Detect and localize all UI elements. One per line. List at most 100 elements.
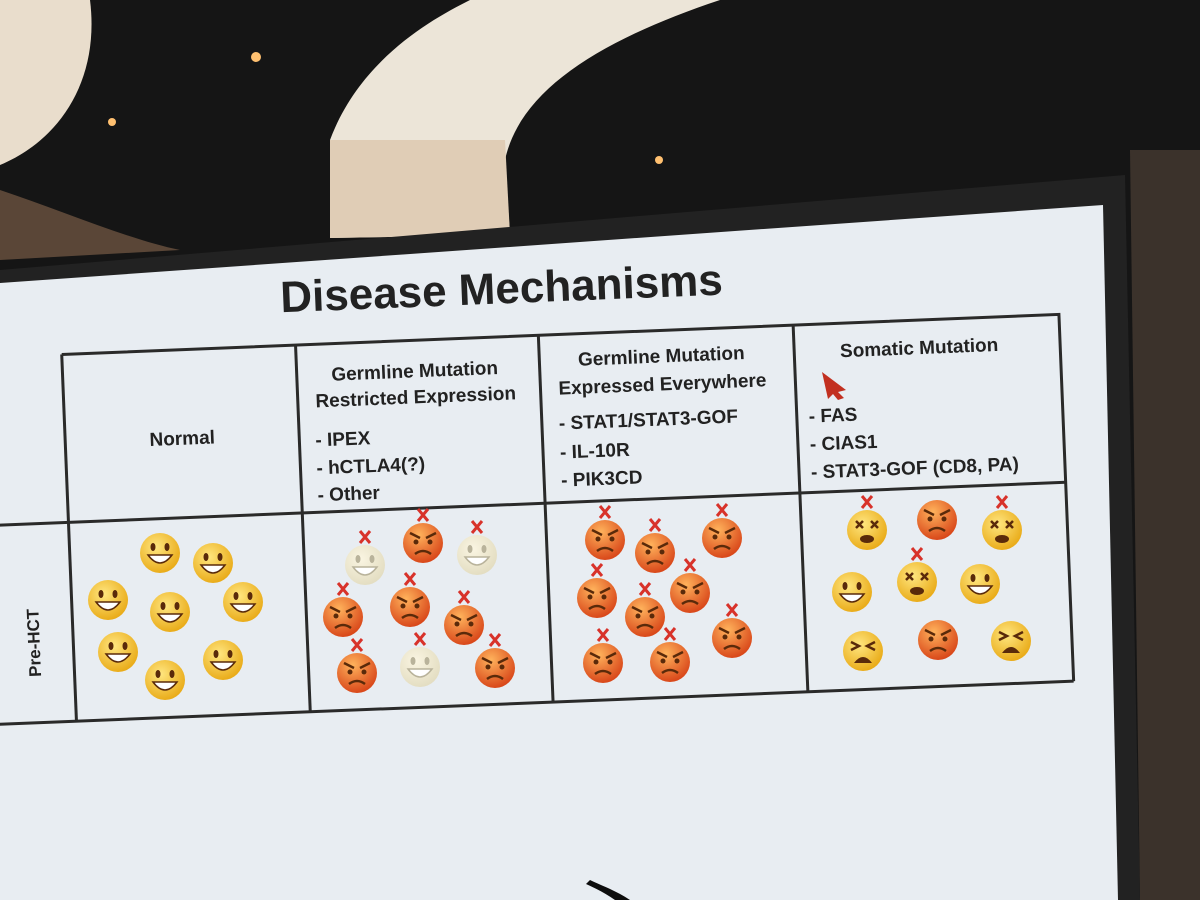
emoji: [712, 603, 752, 658]
emoji-face: [403, 523, 443, 563]
emoji: [670, 558, 710, 613]
emoji-face: [917, 500, 957, 540]
emoji-eye: [414, 603, 420, 609]
x-mark: [336, 582, 350, 596]
emoji-mouth: [151, 681, 179, 691]
emoji-eye: [427, 539, 433, 545]
emoji-eye: [468, 621, 474, 627]
emoji-face: [650, 642, 690, 682]
emoji: [625, 582, 665, 637]
x-mark: [910, 547, 924, 561]
emoji-eye: [660, 658, 666, 664]
emoji-eye: [160, 602, 166, 610]
emoji-eye: [369, 555, 375, 563]
mechanism-item: - PIK3CD: [561, 467, 643, 491]
wall: [1130, 150, 1200, 900]
emoji: [390, 572, 430, 627]
emoji-mouth: [661, 668, 679, 675]
emoji-face: [457, 535, 497, 575]
emoji-face: [847, 510, 887, 550]
emoji-eye: [645, 549, 651, 555]
emoji-eye: [155, 670, 161, 678]
emoji: [577, 563, 617, 618]
emoji: [635, 518, 675, 573]
emoji-mouth: [414, 549, 432, 556]
table-line: [60, 354, 78, 722]
emoji-eye: [984, 574, 990, 582]
emoji-brow: [676, 581, 704, 590]
emoji: [337, 638, 377, 693]
slide: [0, 205, 1118, 900]
emoji-face: [635, 533, 675, 573]
emoji-eye: [726, 534, 732, 540]
emoji-mouth: [229, 603, 257, 613]
emoji-eye: [928, 636, 934, 642]
emoji-mouth: [351, 566, 379, 576]
emoji-eye: [347, 613, 353, 619]
emoji-brow: [481, 656, 509, 665]
emoji-mouth: [646, 559, 664, 566]
emoji-mouth: [209, 661, 237, 671]
emoji-eye: [694, 589, 700, 595]
emoji-mouth: [838, 593, 866, 603]
microphone: [586, 880, 630, 900]
light: [655, 156, 663, 164]
x-mark: [413, 632, 427, 646]
emoji: [444, 590, 484, 645]
row-label: Pre-HCT: [23, 608, 45, 677]
emoji: [457, 520, 497, 575]
ceiling-panel: [0, 190, 180, 260]
x-mark: [457, 590, 471, 604]
column-heading: Normal: [149, 427, 215, 451]
emoji-eye: [680, 589, 686, 595]
emoji-mouth: [860, 535, 874, 543]
emoji: [583, 628, 623, 683]
mechanism-item: - CIAS1: [810, 432, 879, 456]
table-line: [536, 335, 555, 703]
emoji-eye: [649, 613, 655, 619]
x-mark: [725, 603, 739, 617]
mechanism-item: - hCTLA4(?): [316, 454, 425, 479]
emoji: [917, 500, 957, 540]
emoji-face: [337, 653, 377, 693]
emoji-mouth: [455, 631, 473, 638]
x-mark: [416, 508, 430, 522]
emoji-eye: [927, 516, 933, 522]
emoji-brow: [924, 628, 952, 637]
emoji: [203, 640, 243, 680]
emoji: [897, 547, 937, 602]
emoji-eye: [410, 657, 416, 665]
x-mark: [995, 495, 1009, 509]
emoji-eye: [712, 534, 718, 540]
emoji-eye: [609, 536, 615, 542]
emoji-brow: [641, 541, 669, 550]
mechanism-item: - Other: [317, 483, 381, 507]
emoji-eye: [942, 636, 948, 642]
emoji-face: [897, 562, 937, 602]
emoji: [345, 530, 385, 585]
light: [108, 118, 116, 126]
table-line: [0, 679, 1074, 727]
emoji-brow: [591, 528, 619, 537]
emoji-mouth: [713, 544, 731, 551]
emoji-face: [88, 580, 128, 620]
emoji: [585, 505, 625, 560]
emoji-eye: [855, 520, 879, 529]
emoji-mouth: [995, 535, 1009, 543]
emoji-eye: [635, 613, 641, 619]
x-mark: [638, 582, 652, 596]
emoji: [918, 620, 958, 660]
emoji-mouth: [104, 653, 132, 663]
table-line: [0, 520, 69, 528]
emoji-eye: [333, 613, 339, 619]
emoji-eye: [850, 640, 876, 652]
emoji-eye: [233, 592, 239, 600]
x-mark: [350, 638, 364, 652]
emoji-face: [400, 647, 440, 687]
emoji-face: [832, 572, 872, 612]
emoji: [702, 503, 742, 558]
mechanism-item: - IPEX: [315, 428, 371, 451]
emoji-eye: [905, 572, 929, 581]
emoji-mouth: [588, 604, 606, 611]
emoji-face: [140, 533, 180, 573]
